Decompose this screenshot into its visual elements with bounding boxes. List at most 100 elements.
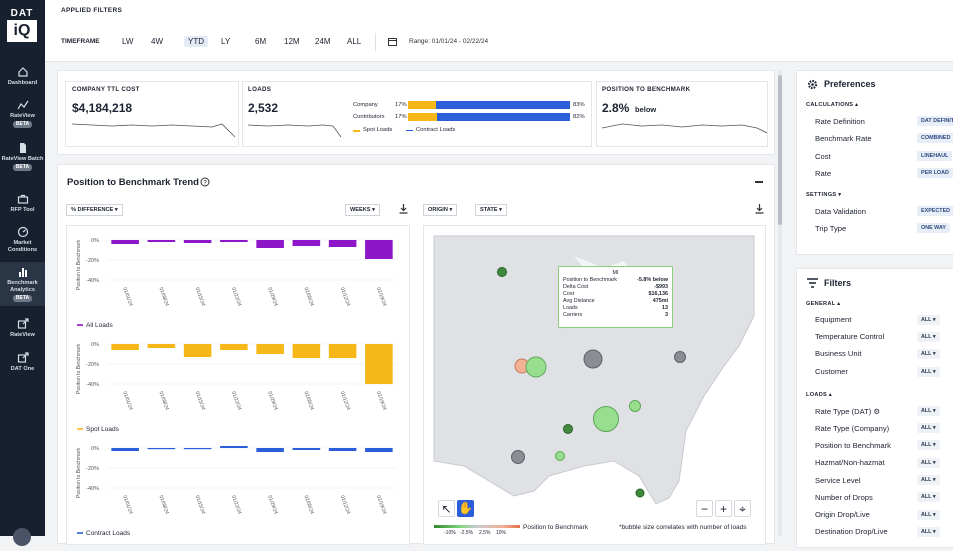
date-range-text: Range: 01/01/24 - 02/22/24: [409, 38, 489, 45]
panel-title: Filters: [824, 278, 852, 288]
avatar[interactable]: [13, 528, 31, 546]
sidebar-item-dat-one[interactable]: DAT One: [0, 352, 45, 373]
svg-text:?: ?: [203, 181, 207, 187]
y-axis-label: Position to Benchmark: [76, 343, 82, 394]
tooltip-key: Cost: [563, 291, 575, 297]
applied-filters-title: APPLIED FILTERS: [61, 7, 123, 14]
map-bubble[interactable]: [525, 356, 547, 378]
map-bubble[interactable]: [555, 451, 565, 461]
settings-group[interactable]: SETTINGS ▾: [806, 192, 842, 198]
timeframe-all[interactable]: ALL: [347, 37, 362, 46]
timeframe-4w[interactable]: 4W: [151, 37, 163, 46]
pref-value[interactable]: PER LOAD: [917, 168, 953, 178]
loads-group[interactable]: LOADS ▴: [806, 392, 833, 398]
x-tick-label: 01/22/24: [230, 495, 242, 516]
metric-dropdown[interactable]: % DIFFERENCE ▾: [66, 204, 123, 216]
bar: [147, 344, 176, 348]
map-bubble[interactable]: [674, 351, 686, 363]
filter-all-dropdown[interactable]: ALL ▾: [917, 423, 940, 433]
pan-tool-button[interactable]: ✋: [457, 500, 474, 517]
map-bubble[interactable]: [511, 450, 525, 464]
state-dropdown[interactable]: STATE ▾: [475, 204, 507, 216]
calendar-icon[interactable]: [388, 37, 397, 46]
filter-all-dropdown[interactable]: ALL ▾: [917, 440, 940, 450]
x-tick-label: 01/15/24: [194, 495, 206, 516]
timeframe-6m[interactable]: 6M: [255, 37, 267, 46]
zoom-out-button[interactable]: −: [696, 500, 713, 517]
map-bubble[interactable]: [497, 267, 507, 277]
sidebar-item-rateview-external[interactable]: RateView: [0, 318, 45, 339]
kpi-title: COMPANY TTL COST: [72, 86, 140, 93]
help-icon[interactable]: ?: [200, 177, 210, 187]
sidebar-item-label: Dashboard: [7, 80, 38, 86]
select-tool-button[interactable]: ↖: [438, 500, 455, 517]
sidebar-item-market-conditions[interactable]: Market Conditions: [0, 226, 45, 254]
contributors-contract-pct: 82%: [573, 114, 585, 120]
map-bubble[interactable]: [593, 406, 619, 432]
kpi-value: 2.8%: [602, 101, 630, 115]
timeframe-ly[interactable]: LY: [221, 37, 231, 46]
tooltip-value: 13: [662, 305, 668, 311]
filter-all-dropdown[interactable]: ALL ▾: [917, 475, 940, 485]
timeframe-ytd[interactable]: YTD: [184, 36, 208, 47]
filter-all-dropdown[interactable]: ALL ▾: [917, 332, 940, 342]
filter-all-dropdown[interactable]: ALL ▾: [917, 527, 940, 537]
pref-value[interactable]: LINEHAUL: [917, 151, 953, 161]
filter-all-dropdown[interactable]: ALL ▾: [917, 492, 940, 502]
kpi-title: POSITION TO BENCHMARK: [602, 86, 691, 93]
sidebar-item-rfp-tool[interactable]: RFP Tool: [0, 193, 45, 214]
download-icon[interactable]: [755, 204, 764, 214]
sidebar-item-benchmark-analytics[interactable]: Benchmark Analytics BETA: [0, 262, 45, 306]
scrollbar-track[interactable]: [778, 70, 782, 536]
map-bubble[interactable]: [563, 424, 573, 434]
calculations-group[interactable]: CALCULATIONS ▴: [806, 102, 859, 108]
legend-tick: -10%: [444, 530, 456, 536]
dat-iq-logo[interactable]: DAT iQ: [5, 8, 39, 44]
group-label: SETTINGS: [806, 192, 837, 198]
collapse-icon[interactable]: [755, 181, 763, 183]
filter-all-dropdown[interactable]: ALL ▾: [917, 367, 940, 377]
timeframe-12m[interactable]: 12M: [284, 37, 300, 46]
period-dropdown[interactable]: WEEKS ▾: [345, 204, 380, 216]
filter-label: Service Level: [815, 476, 861, 485]
map-bubble[interactable]: [635, 488, 645, 498]
locate-icon[interactable]: ⌖: [734, 500, 751, 517]
filter-label: Number of Drops: [815, 493, 873, 502]
pref-value[interactable]: ONE WAY: [917, 223, 950, 233]
filter-value: ALL: [921, 425, 932, 431]
timeframe-24m[interactable]: 24M: [315, 37, 331, 46]
origin-dropdown[interactable]: ORIGIN ▾: [423, 204, 458, 216]
map-bubble[interactable]: [583, 349, 603, 369]
briefcase-icon: [17, 194, 28, 204]
general-group[interactable]: GENERAL ▴: [806, 301, 841, 307]
timeframe-lw[interactable]: LW: [122, 37, 134, 46]
preferences-panel: Preferences CALCULATIONS ▴ Rate Definiti…: [796, 70, 953, 255]
gear-icon[interactable]: ⚙: [873, 407, 881, 416]
pref-value[interactable]: DAT DEFINITION: [917, 116, 953, 126]
filter-all-dropdown[interactable]: ALL ▾: [917, 406, 940, 416]
bar: [111, 448, 139, 451]
bar: [147, 240, 176, 242]
pref-value[interactable]: COMBINED: [917, 133, 953, 143]
pref-label: Data Validation: [815, 207, 866, 216]
download-icon[interactable]: [399, 204, 408, 214]
pref-value[interactable]: EXPECTED: [917, 206, 953, 216]
tooltip-state: MI: [612, 270, 619, 276]
sidebar-item-dashboard[interactable]: Dashboard: [0, 66, 45, 87]
x-tick-label: 02/19/24: [375, 287, 387, 308]
tooltip-value: $16,136: [648, 291, 669, 297]
sidebar-item-rateview[interactable]: RateView BETA: [0, 99, 45, 128]
spot-segment: [408, 113, 438, 121]
filter-value: ALL: [921, 317, 932, 323]
beta-badge: BETA: [12, 164, 33, 171]
filter-all-dropdown[interactable]: ALL ▾: [917, 458, 940, 468]
filter-all-dropdown[interactable]: ALL ▾: [917, 510, 940, 520]
map-bubble[interactable]: [629, 400, 641, 412]
kpi-company-ttl-cost: COMPANY TTL COST $4,184,218: [65, 81, 239, 147]
zoom-in-button[interactable]: +: [715, 500, 732, 517]
filter-all-dropdown[interactable]: ALL ▾: [917, 315, 940, 325]
group-label: LOADS: [806, 392, 828, 398]
filter-all-dropdown[interactable]: ALL ▾: [917, 349, 940, 359]
scrollbar-thumb[interactable]: [778, 75, 782, 225]
sidebar-item-rateview-batch[interactable]: RateView Batch BETA: [0, 142, 45, 171]
